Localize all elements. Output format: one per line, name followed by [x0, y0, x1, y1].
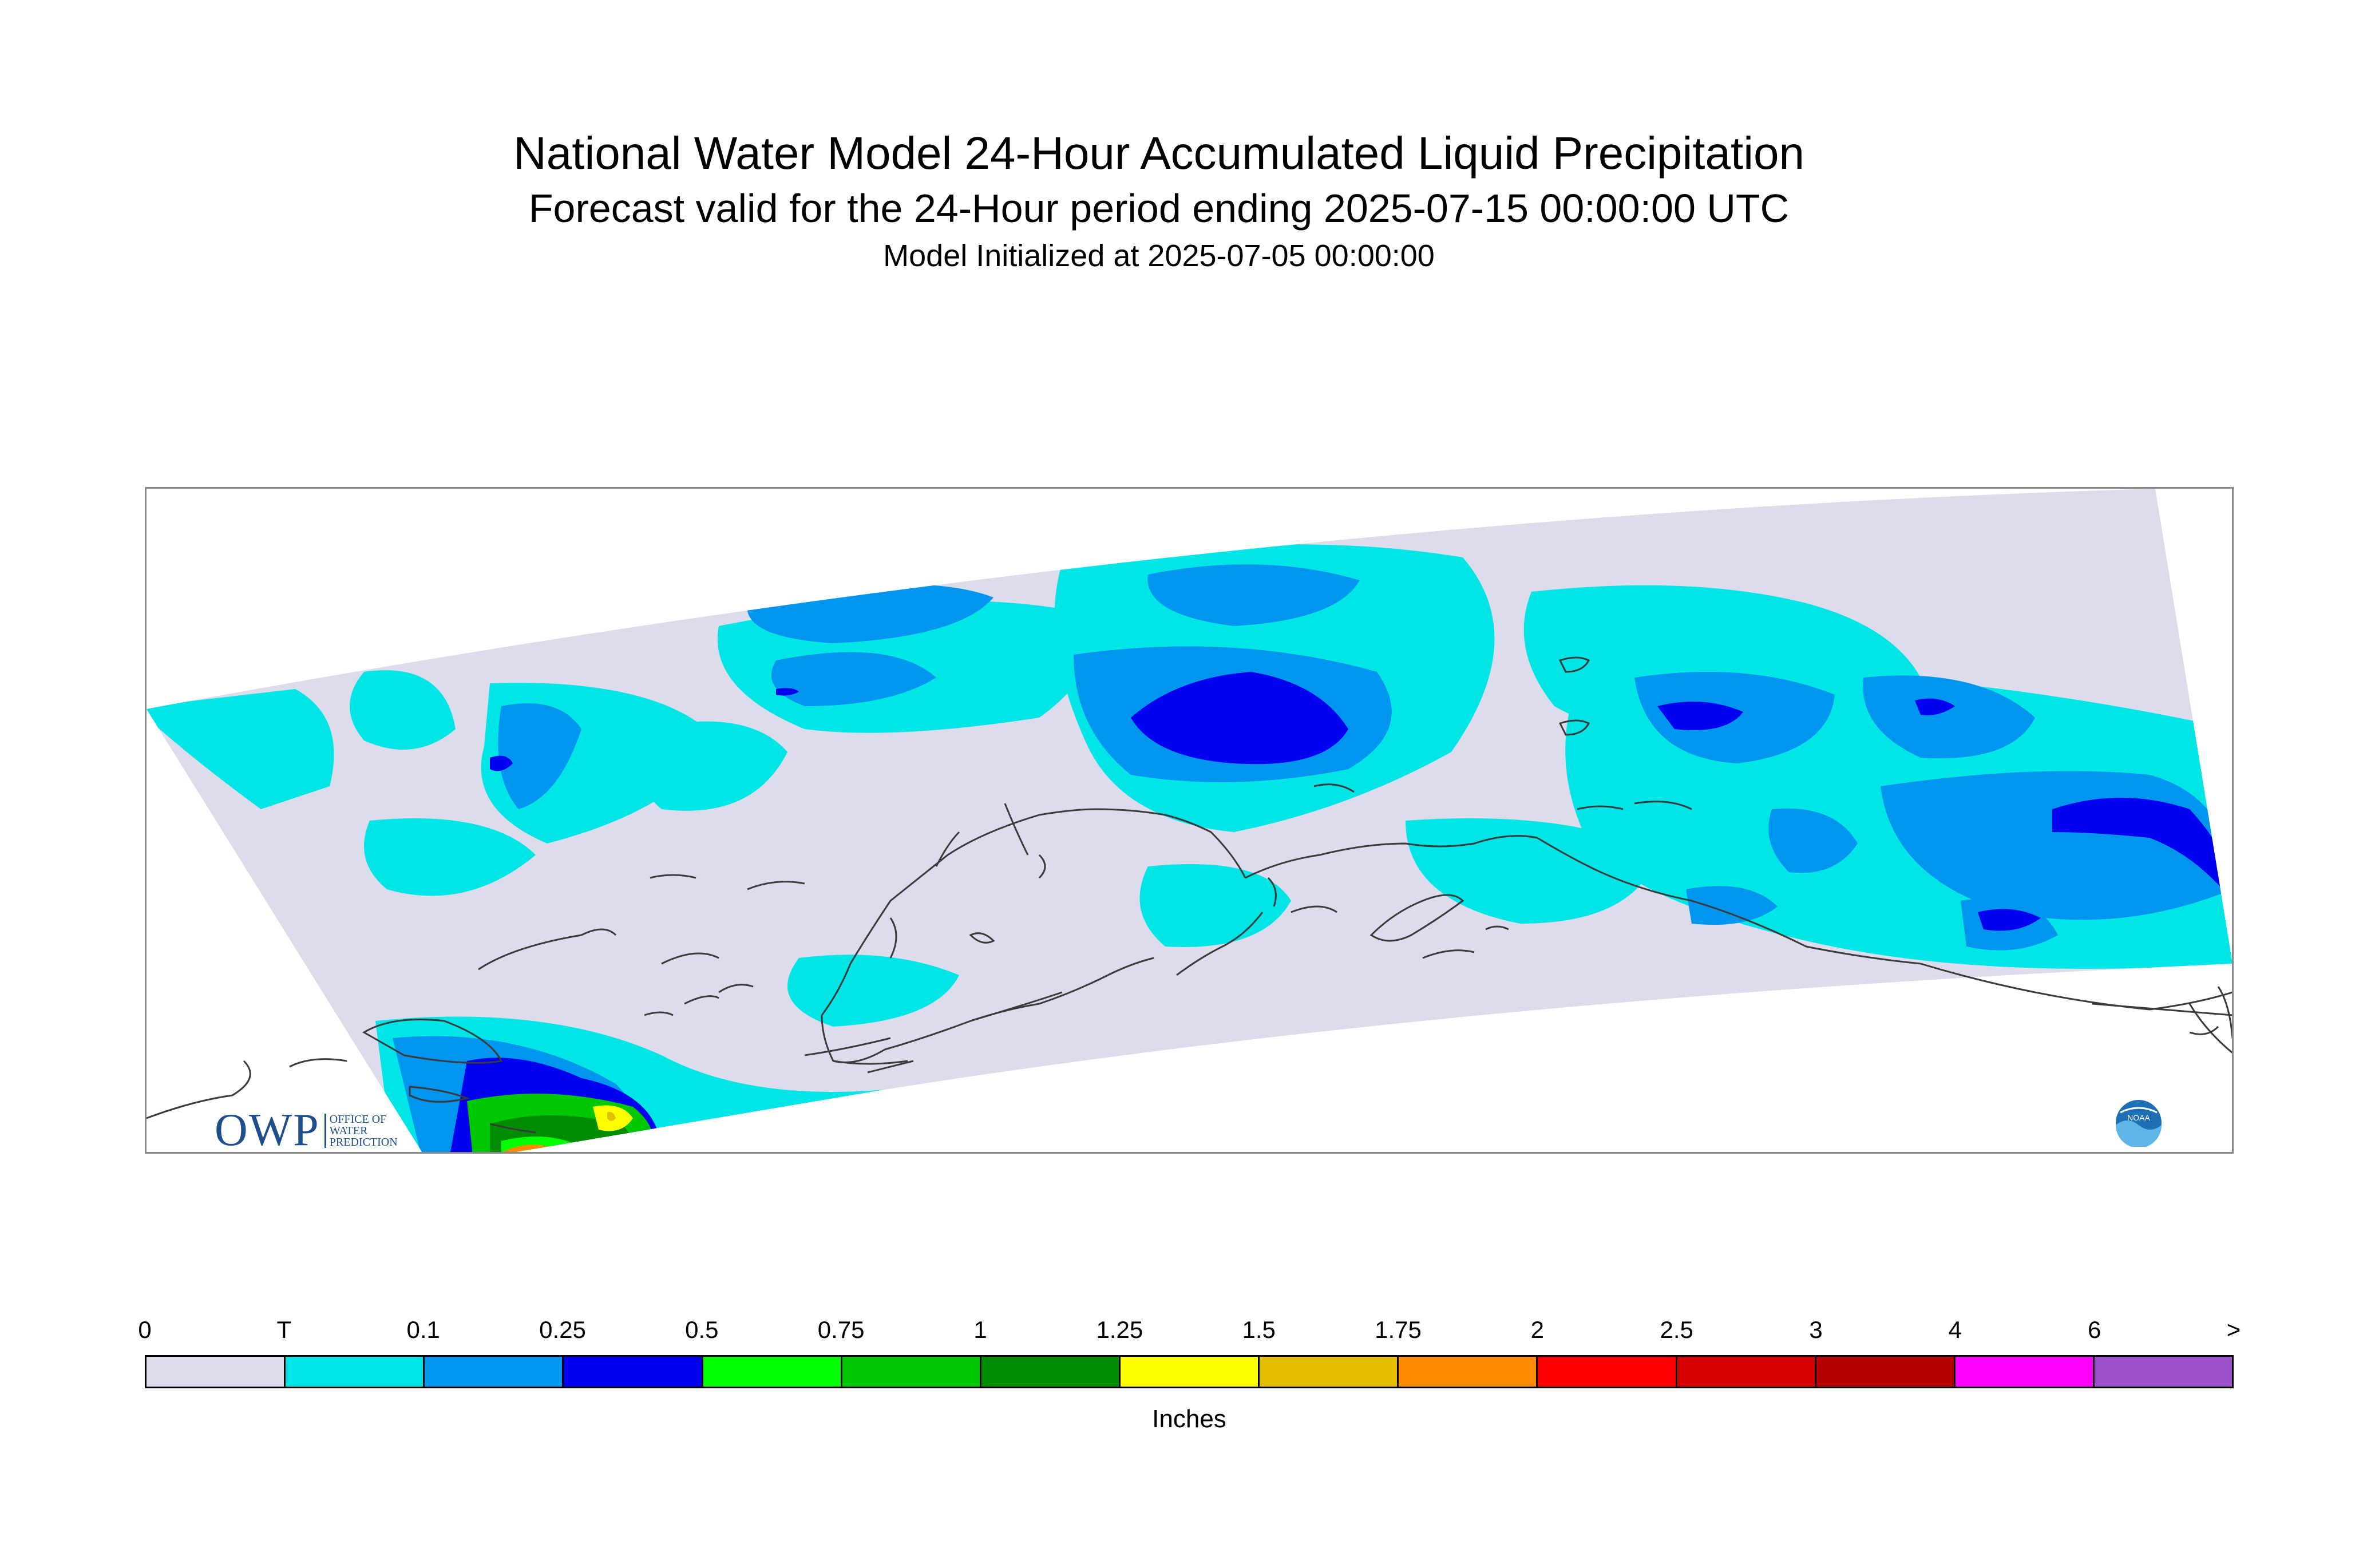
owp-logo-text: OWP	[215, 1105, 320, 1155]
legend-swatch	[842, 1357, 981, 1387]
map-canvas	[147, 489, 2232, 1152]
legend-swatch	[703, 1357, 842, 1387]
legend-units-label: Inches	[1152, 1405, 1226, 1433]
noaa-logo-icon: NOAA	[2116, 1100, 2162, 1147]
map-subtitle: Forecast valid for the 24-Hour period en…	[528, 186, 1790, 231]
legend-tick-label: >	[2226, 1316, 2241, 1343]
coastline	[147, 656, 2232, 1134]
legend-swatch	[1260, 1357, 1399, 1387]
legend-tick-label: 1.5	[1242, 1316, 1276, 1343]
legend-swatch	[1538, 1357, 1677, 1387]
legend-tick-label: 0	[138, 1316, 152, 1343]
legend-tick-label: 0.25	[539, 1316, 586, 1343]
legend-tick-label: 1.25	[1096, 1316, 1143, 1343]
legend-tick-label: 2	[1530, 1316, 1545, 1343]
legend-tick-label: 0.5	[685, 1316, 719, 1343]
legend-tick-label: 0.1	[406, 1316, 440, 1343]
init-time-label: Model Initialized at 2025-07-05 00:00:00	[883, 239, 1435, 273]
legend-swatch	[1816, 1357, 1956, 1387]
legend-tick-label: 1.75	[1375, 1316, 1422, 1343]
color-legend: 0 T 0.1 0.25 0.5 0.75 1 1.25 1.5 1.75 2 2.5 3 4 6 > Inc…	[138, 1316, 2241, 1433]
legend-swatch	[1120, 1357, 1260, 1387]
legend-swatch	[425, 1357, 564, 1387]
legend-swatch	[1955, 1357, 2095, 1387]
legend-tick-label: T	[276, 1316, 292, 1343]
owp-logo: OWP Office of Water Prediction	[215, 1104, 398, 1157]
legend-swatch	[147, 1357, 286, 1387]
legend-tick-label: 3	[1809, 1316, 1823, 1343]
legend-tick-label: 2.5	[1660, 1316, 1693, 1343]
legend-swatch	[2094, 1357, 2232, 1387]
legend-swatch	[286, 1357, 425, 1387]
legend-swatch	[1677, 1357, 1816, 1387]
precip-field	[147, 544, 2232, 1152]
legend-tick-label: 6	[2087, 1316, 2101, 1343]
legend-tick-label: 1	[973, 1316, 987, 1343]
legend-swatch	[564, 1357, 703, 1387]
precipitation-map	[145, 487, 2234, 1154]
legend-color-bar	[145, 1355, 2234, 1388]
legend-swatch	[1399, 1357, 1538, 1387]
legend-tick-label: 0.75	[817, 1316, 865, 1343]
map-title: National Water Model 24-Hour Accumulated…	[513, 128, 1804, 179]
svg-text:NOAA: NOAA	[2127, 1113, 2150, 1122]
legend-swatch	[981, 1357, 1121, 1387]
legend-tick-label: 4	[1948, 1316, 1962, 1343]
owp-logo-subtitle: Office of Water Prediction	[324, 1113, 398, 1148]
